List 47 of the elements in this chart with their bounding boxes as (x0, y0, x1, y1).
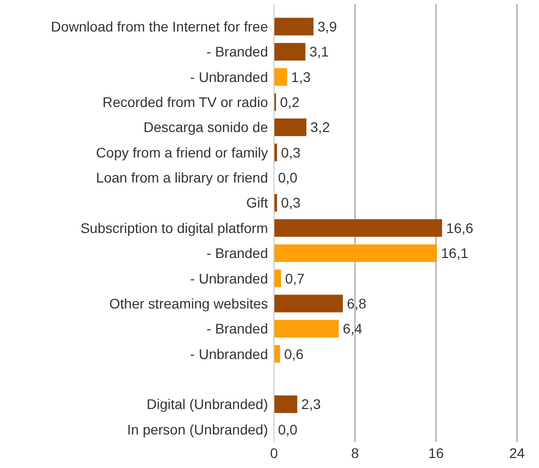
y-tick-label: Recorded from TV or radio (102, 94, 268, 110)
y-tick-label: - Branded (206, 320, 268, 337)
y-tick-label: Copy from a friend or family (96, 144, 268, 160)
y-tick-label: - Branded (206, 245, 268, 262)
y-tick-label: Digital (Unbranded) (146, 396, 268, 412)
bar (274, 68, 288, 86)
bar (274, 18, 314, 36)
y-tick-label: Gift (246, 194, 268, 211)
y-tick-label: In person (Unbranded) (127, 421, 268, 438)
data-label: 0,2 (280, 94, 300, 110)
y-tick-label: - Branded (206, 44, 268, 60)
bar (274, 395, 298, 414)
data-label: 0,0 (278, 170, 298, 186)
y-tick-label: - Unbranded (190, 270, 268, 286)
x-tick-label: 0 (270, 445, 278, 461)
data-label: 0,7 (285, 270, 305, 286)
data-label: 6,4 (342, 320, 362, 337)
x-tick-label: 8 (351, 445, 360, 461)
data-label: 2,3 (301, 396, 321, 412)
y-tick-label: Other streaming websites (109, 295, 268, 312)
data-label: 3,1 (309, 44, 330, 60)
bar (274, 118, 306, 136)
data-label: 6,8 (346, 295, 367, 312)
data-label: 16,6 (446, 220, 474, 236)
data-label: 3,2 (310, 119, 330, 136)
bar (274, 270, 282, 288)
y-tick-label: Download from the Internet for free (50, 18, 268, 34)
bar (274, 42, 306, 61)
data-label: 3,9 (317, 18, 338, 34)
data-label: 0,6 (284, 346, 304, 362)
y-tick-label: Loan from a library or friend (96, 170, 268, 186)
bar (274, 244, 438, 262)
data-label: 0,0 (278, 421, 298, 438)
y-tick-label: Subscription to digital platform (80, 220, 268, 236)
x-tick-label: 24 (509, 445, 525, 461)
bar (274, 320, 339, 338)
y-tick-label: - Unbranded (190, 68, 268, 85)
data-label: 16,1 (441, 245, 468, 262)
y-tick-label: - Unbranded (190, 346, 268, 362)
bar (274, 219, 442, 237)
data-label: 0,3 (281, 194, 301, 211)
data-label: 0,3 (281, 144, 301, 160)
x-tick-label: 16 (428, 445, 444, 461)
bar (274, 345, 280, 363)
y-tick-label: Descarga sonido de (143, 119, 268, 136)
data-label: 1,3 (291, 68, 311, 85)
bar (274, 294, 343, 312)
